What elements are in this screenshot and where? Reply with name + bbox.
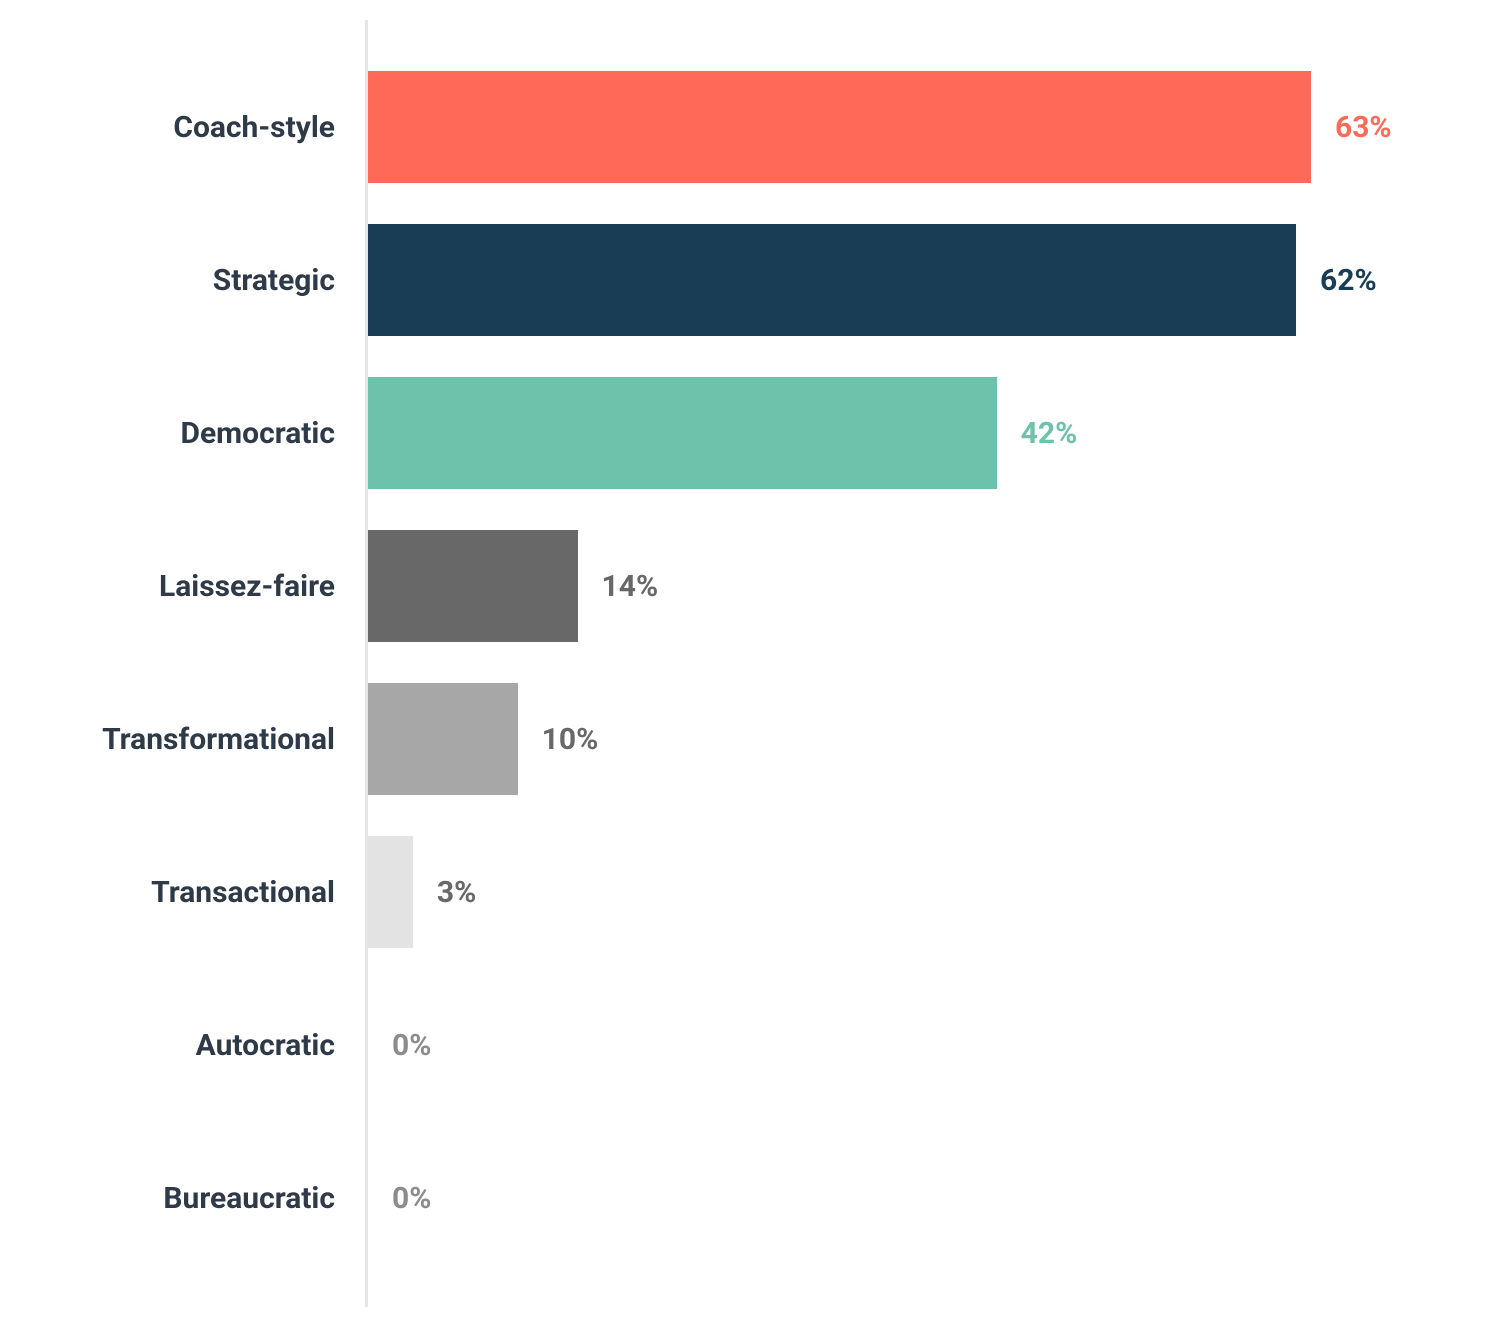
chart-label-row: Transactional xyxy=(60,833,365,951)
chart-value-label: 10% xyxy=(542,722,599,757)
chart-label-row: Bureaucratic xyxy=(60,1139,365,1257)
chart-bar-row: 0% xyxy=(368,1139,1440,1257)
chart-category-label: Democratic xyxy=(180,416,335,451)
horizontal-bar-chart: Coach-style Strategic Democratic Laissez-fa… xyxy=(60,20,1440,1307)
chart-value-label: 62% xyxy=(1320,263,1377,298)
chart-category-label: Laissez-faire xyxy=(159,569,335,604)
chart-value-label: 0% xyxy=(392,1028,431,1063)
chart-bar-row: 3% xyxy=(368,833,1440,951)
chart-bar-row: 63% xyxy=(368,68,1440,186)
chart-category-label: Bureaucratic xyxy=(163,1181,335,1216)
chart-bar xyxy=(368,224,1296,336)
chart-bar xyxy=(368,683,518,795)
chart-category-label: Autocratic xyxy=(196,1028,335,1063)
chart-value-label: 14% xyxy=(602,569,659,604)
chart-label-row: Strategic xyxy=(60,221,365,339)
chart-category-label: Transformational xyxy=(102,722,335,757)
chart-value-label: 42% xyxy=(1021,416,1078,451)
chart-bar-row: 0% xyxy=(368,986,1440,1104)
chart-bar xyxy=(368,530,578,642)
chart-bar xyxy=(368,836,413,948)
chart-label-row: Democratic xyxy=(60,374,365,492)
chart-labels-column: Coach-style Strategic Democratic Laissez-fa… xyxy=(60,20,365,1307)
chart-bar-row: 62% xyxy=(368,221,1440,339)
chart-bar-row: 42% xyxy=(368,374,1440,492)
chart-bar xyxy=(368,71,1311,183)
chart-bars-area: 63% 62% 42% 14% 10% 3% 0% 0% xyxy=(365,20,1440,1307)
chart-value-label: 63% xyxy=(1335,110,1392,145)
chart-value-label: 0% xyxy=(392,1181,431,1216)
chart-value-label: 3% xyxy=(437,875,476,910)
chart-label-row: Coach-style xyxy=(60,68,365,186)
chart-bars-inner: 63% 62% 42% 14% 10% 3% 0% 0% xyxy=(368,68,1440,1257)
chart-bar-row: 14% xyxy=(368,527,1440,645)
chart-category-label: Transactional xyxy=(151,875,335,910)
chart-label-row: Laissez-faire xyxy=(60,527,365,645)
chart-bar-row: 10% xyxy=(368,680,1440,798)
chart-bar xyxy=(368,377,997,489)
chart-category-label: Strategic xyxy=(213,263,335,298)
chart-category-label: Coach-style xyxy=(173,110,335,145)
chart-label-row: Transformational xyxy=(60,680,365,798)
chart-label-row: Autocratic xyxy=(60,986,365,1104)
